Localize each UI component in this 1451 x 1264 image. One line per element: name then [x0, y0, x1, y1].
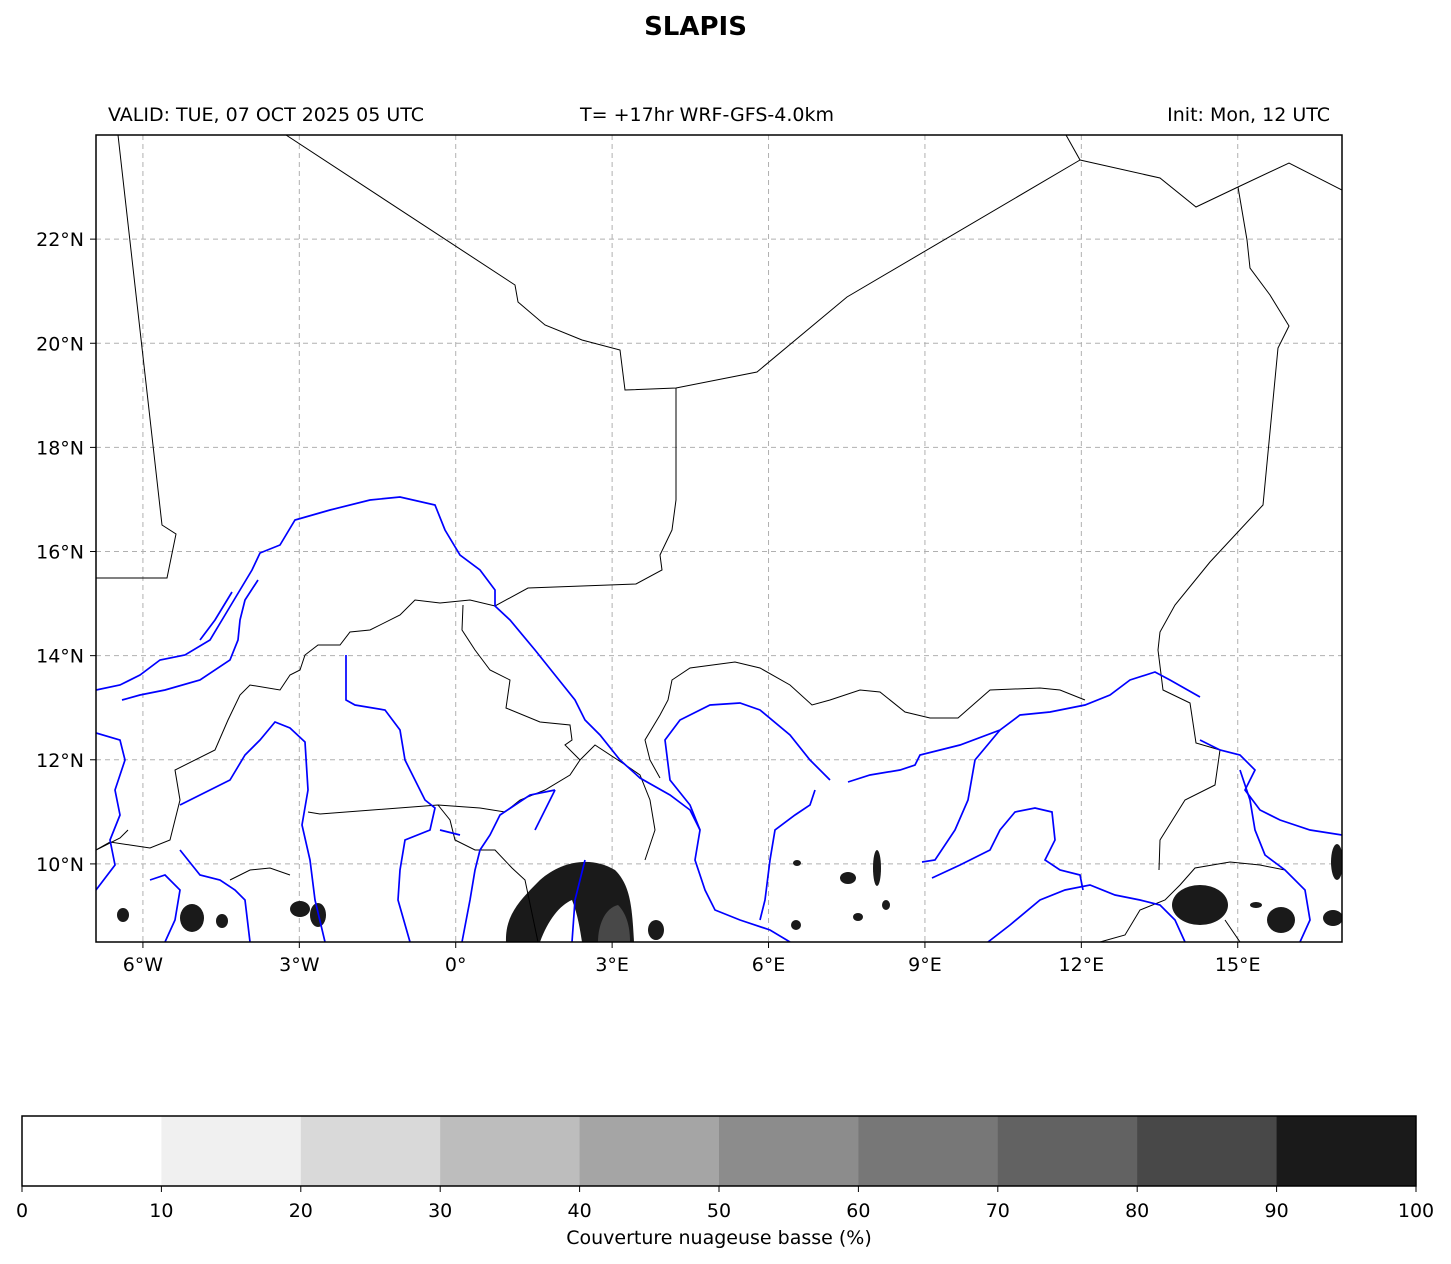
lat-tick-label: 14°N	[36, 646, 84, 668]
lon-tick-label: 0°	[445, 954, 467, 976]
cloud-patch	[791, 920, 801, 930]
colorbar-ticks: 0 10 20 30 40 50 60 70 80 90 100	[16, 1186, 1434, 1222]
cloud-cover-layer	[117, 844, 1342, 942]
colorbar-tick-label: 70	[986, 1200, 1010, 1222]
colorbar-label: Couverture nuageuse basse (%)	[566, 1227, 872, 1249]
lon-tick-label: 9°E	[908, 954, 942, 976]
lon-tick-label: 3°W	[279, 954, 320, 976]
cloud-patch	[873, 850, 881, 886]
colorbar-tick-label: 100	[1398, 1200, 1434, 1222]
cloud-patch	[117, 908, 129, 922]
colorbar-tick-label: 90	[1265, 1200, 1289, 1222]
cloud-patch	[540, 900, 582, 942]
colorbar-tick-label: 0	[16, 1200, 28, 1222]
colorbar-segment	[22, 1116, 162, 1186]
colorbar	[22, 1116, 1417, 1186]
lon-tick-label: 15°E	[1215, 954, 1261, 976]
colorbar-tick-label: 20	[289, 1200, 313, 1222]
cloud-patch	[840, 872, 856, 884]
colorbar-segment	[1137, 1116, 1278, 1186]
cloud-patch	[1331, 844, 1342, 880]
lon-tick-label: 12°E	[1058, 954, 1104, 976]
map-frame	[95, 134, 1343, 943]
lat-tick-label: 16°N	[36, 542, 84, 564]
colorbar-segment	[997, 1116, 1138, 1186]
colorbar-tick-label: 60	[846, 1200, 870, 1222]
colorbar-segment	[440, 1116, 581, 1186]
colorbar-tick-label: 10	[149, 1200, 173, 1222]
rivers	[96, 496, 1342, 942]
cloud-patch	[1250, 902, 1262, 908]
country-borders	[96, 135, 1342, 942]
lon-tick-label: 6°E	[752, 954, 786, 976]
forecast-run-label: T= +17hr WRF-GFS-4.0km	[580, 104, 834, 126]
init-time-label: Init: Mon, 12 UTC	[1167, 104, 1330, 126]
lat-tick-label: 18°N	[36, 437, 84, 459]
lat-tick-label: 22°N	[36, 229, 84, 251]
colorbar-segment	[161, 1116, 302, 1186]
colorbar-segment	[579, 1116, 720, 1186]
cloud-patch	[882, 900, 890, 910]
colorbar-tick-label: 30	[428, 1200, 452, 1222]
cloud-patch	[290, 901, 310, 917]
cloud-patch	[793, 860, 801, 866]
lon-tick-label: 6°W	[123, 954, 164, 976]
lon-tick-label: 3°E	[595, 954, 629, 976]
cloud-patch	[1172, 885, 1228, 925]
latitude-axis: 10°N 12°N 14°N 16°N 18°N 20°N 22°N	[36, 229, 96, 876]
colorbar-segment	[719, 1116, 859, 1186]
colorbar-tick-label: 80	[1125, 1200, 1149, 1222]
colorbar-segment	[858, 1116, 999, 1186]
lat-tick-label: 20°N	[36, 333, 84, 355]
colorbar-tick-label: 50	[707, 1200, 731, 1222]
cloud-patch	[180, 904, 204, 932]
longitude-axis: 6°W 3°W 0° 3°E 6°E 9°E 12°E 15°E	[123, 942, 1261, 976]
lat-tick-label: 12°N	[36, 750, 84, 772]
chart-title: SLAPIS	[644, 12, 747, 42]
colorbar-segment	[1276, 1116, 1417, 1186]
valid-time-label: VALID: TUE, 07 OCT 2025 05 UTC	[108, 104, 424, 126]
cloud-patch	[598, 905, 630, 942]
colorbar-segment	[300, 1116, 441, 1186]
gridlines	[96, 135, 1342, 942]
cloud-patch	[853, 913, 863, 921]
cloud-patch	[1267, 907, 1295, 933]
lat-tick-label: 10°N	[36, 854, 84, 876]
cloud-patch	[648, 920, 664, 940]
colorbar-tick-label: 40	[568, 1200, 592, 1222]
cloud-patch	[216, 914, 228, 928]
cloud-patch	[1323, 910, 1342, 926]
